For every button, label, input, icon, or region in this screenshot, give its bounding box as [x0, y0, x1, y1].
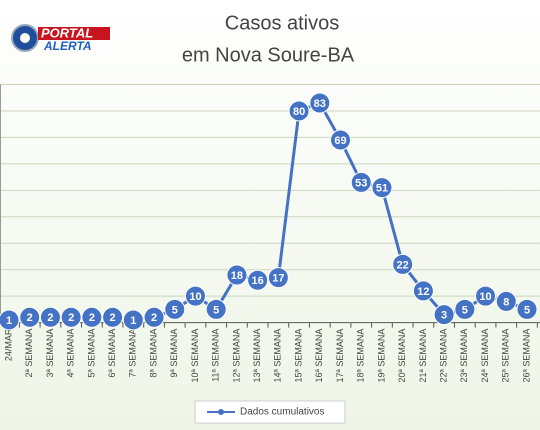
- x-tick-label: 25ª SEMANA: [501, 329, 511, 383]
- x-tick-label: 26ª SEMANA: [521, 329, 531, 383]
- marker: [19, 306, 41, 328]
- marker: [205, 298, 227, 320]
- marker: [164, 298, 186, 320]
- value-label: 1: [6, 315, 12, 327]
- marker: [288, 100, 310, 122]
- logo-icon-center: [20, 33, 30, 43]
- value-label: 5: [462, 304, 468, 316]
- marker: [371, 177, 393, 199]
- value-label: 17: [272, 273, 284, 285]
- logo-bottom: ALERTA: [43, 39, 92, 53]
- legend-label: Dados cumulativos: [240, 407, 324, 418]
- x-tick-label: 24/MAR: [3, 328, 13, 361]
- marker: [81, 306, 103, 328]
- x-tick-label: 11ª SEMANA: [211, 329, 221, 382]
- marker: [516, 298, 538, 320]
- x-tick-label: 21ª SEMANA: [418, 329, 428, 383]
- x-tick-label: 16ª SEMANA: [314, 329, 324, 383]
- x-tick-label: 17ª SEMANA: [335, 329, 345, 383]
- value-label: 83: [314, 98, 326, 110]
- value-label: 8: [503, 296, 509, 308]
- value-label: 5: [524, 304, 530, 316]
- x-tick-label: 7ª SEMANA: [128, 329, 138, 378]
- x-tick-label: 15ª SEMANA: [293, 329, 303, 383]
- value-label: 2: [68, 312, 74, 324]
- x-tick-label: 14ª SEMANA: [273, 329, 283, 383]
- x-tick-label: 6ª SEMANA: [107, 329, 117, 378]
- x-tick-label: 23ª SEMANA: [459, 329, 469, 383]
- marker: [267, 267, 289, 289]
- x-tick-label: 8ª SEMANA: [148, 329, 158, 378]
- x-tick-label: 22ª SEMANA: [438, 329, 448, 383]
- marker: [454, 298, 476, 320]
- marker: [143, 306, 165, 328]
- x-tick-label: 13ª SEMANA: [252, 329, 262, 383]
- value-label: 2: [27, 312, 33, 324]
- marker: [392, 253, 414, 275]
- marker: [247, 269, 269, 291]
- logo: PORTAL ALERTA: [11, 24, 110, 53]
- value-label: 2: [47, 312, 53, 324]
- value-label: 51: [376, 183, 388, 195]
- marker: [495, 290, 517, 312]
- value-label: 10: [189, 291, 201, 303]
- logo-top: PORTAL: [41, 25, 93, 40]
- value-label: 2: [151, 312, 157, 324]
- x-tick-label: 3ª SEMANA: [45, 329, 55, 378]
- marker: [39, 306, 61, 328]
- x-tick-label: 20ª SEMANA: [397, 329, 407, 383]
- value-label: 16: [252, 275, 264, 287]
- value-label: 1: [130, 315, 136, 327]
- marker: [60, 306, 82, 328]
- x-tick-label: 24ª SEMANA: [480, 329, 490, 383]
- x-tick-label: 18ª SEMANA: [356, 329, 366, 383]
- x-tick-label: 5ª SEMANA: [86, 329, 96, 378]
- value-label: 2: [110, 312, 116, 324]
- logo-band: [38, 27, 110, 40]
- marker: [475, 285, 497, 307]
- chart-title: Casos ativos: [225, 12, 340, 34]
- marker: [226, 264, 248, 286]
- value-label: 3: [441, 310, 447, 322]
- marker: [433, 304, 455, 326]
- x-tick-label: 2ª SEMANA: [24, 329, 34, 378]
- legend: [194, 400, 346, 424]
- value-label: 5: [213, 304, 219, 316]
- value-label: 80: [293, 106, 305, 118]
- legend-marker: [218, 409, 224, 415]
- x-tick-label: 10ª SEMANA: [190, 329, 200, 383]
- value-label: 5: [172, 304, 178, 316]
- marker: [412, 280, 434, 302]
- marker: [350, 171, 372, 193]
- value-label: 69: [334, 135, 346, 147]
- value-label: 22: [397, 259, 409, 271]
- value-label: 18: [231, 270, 243, 282]
- marker: [102, 306, 124, 328]
- value-label: 10: [479, 291, 491, 303]
- x-tick-label: 9ª SEMANA: [169, 329, 179, 378]
- chart-title: em Nova Soure-BA: [182, 44, 355, 66]
- x-tick-label: 12ª SEMANA: [231, 329, 241, 383]
- value-label: 2: [89, 312, 95, 324]
- marker: [330, 129, 352, 151]
- value-label: 12: [417, 286, 429, 298]
- marker: [309, 92, 331, 114]
- value-label: 53: [355, 177, 367, 189]
- x-tick-label: 19ª SEMANA: [376, 329, 386, 383]
- x-tick-label: 4ª SEMANA: [66, 329, 76, 378]
- marker: [0, 309, 20, 331]
- marker: [184, 285, 206, 307]
- marker: [122, 309, 144, 331]
